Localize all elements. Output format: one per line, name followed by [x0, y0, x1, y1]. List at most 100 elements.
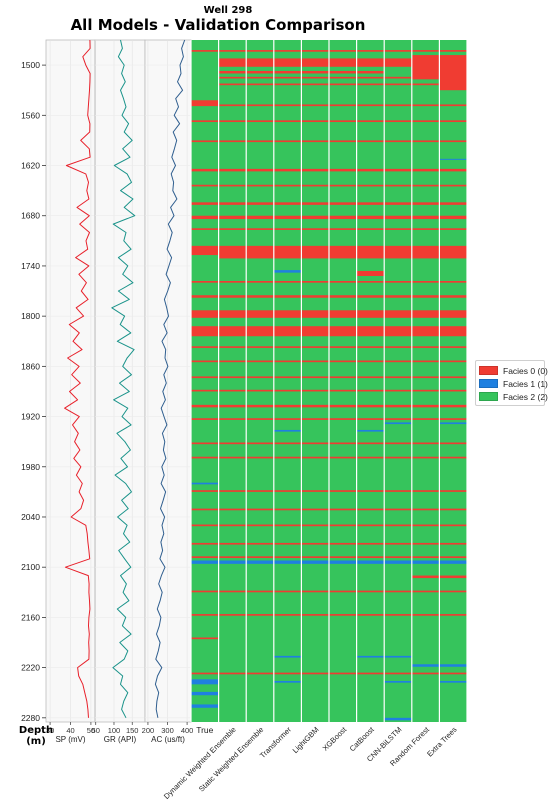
facies-interval — [301, 672, 329, 675]
facies-interval — [384, 215, 412, 220]
depth-tick-label: 1800 — [21, 311, 40, 321]
facies-interval — [301, 376, 329, 379]
facies-interval — [384, 442, 412, 445]
facies-interval — [439, 326, 467, 337]
facies-interval — [356, 120, 385, 123]
facies-interval — [411, 228, 440, 230]
facies-interval — [218, 404, 247, 408]
facies-interval — [191, 590, 219, 593]
facies-interval — [439, 590, 467, 593]
facies-interval — [301, 295, 329, 298]
facies-interval — [273, 655, 302, 658]
facies-interval — [439, 404, 467, 408]
facies-interval — [246, 508, 274, 511]
facies-interval — [246, 560, 274, 564]
facies-interval — [273, 184, 302, 187]
facies-interval — [384, 404, 412, 408]
facies-track-3: Transformer — [258, 40, 302, 760]
facies-interval — [191, 691, 219, 696]
facies-interval — [218, 560, 247, 564]
facies-interval — [218, 202, 247, 205]
facies-interval — [301, 215, 329, 220]
legend-swatch-facies-2 — [479, 392, 498, 401]
facies-interval — [246, 310, 274, 318]
facies-interval — [329, 672, 357, 675]
facies-background — [356, 40, 385, 722]
log-curve-ac — [154, 39, 186, 718]
facies-interval — [218, 542, 247, 545]
facies-interval — [191, 228, 219, 230]
facies-interval — [246, 590, 274, 593]
facies-interval — [384, 310, 412, 318]
facies-interval — [191, 560, 219, 564]
depth-axis-unit-label: (m) — [26, 736, 46, 747]
facies-interval — [384, 672, 412, 675]
facies-interval — [301, 360, 329, 363]
facies-interval — [273, 140, 302, 143]
facies-interval — [301, 104, 329, 107]
facies-interval — [246, 70, 274, 74]
facies-interval — [356, 614, 385, 616]
facies-interval — [411, 360, 440, 363]
facies-interval — [301, 346, 329, 348]
facies-interval — [329, 389, 357, 392]
facies-interval — [384, 508, 412, 511]
facies-interval — [439, 442, 467, 445]
facies-interval — [439, 228, 467, 230]
facies-interval — [329, 404, 357, 408]
facies-interval — [273, 556, 302, 558]
facies-interval — [356, 76, 385, 79]
facies-interval — [384, 560, 412, 564]
log-tick-label: 40 — [66, 726, 74, 735]
facies-interval — [329, 83, 357, 86]
facies-interval — [301, 184, 329, 187]
facies-interval — [411, 140, 440, 143]
facies-interval — [273, 228, 302, 230]
facies-interval — [273, 83, 302, 86]
facies-interval — [273, 360, 302, 363]
facies-interval — [191, 360, 219, 363]
facies-interval — [191, 245, 219, 256]
facies-interval — [273, 295, 302, 298]
facies-interval — [384, 76, 412, 79]
facies-interval — [218, 168, 247, 172]
facies-interval — [439, 215, 467, 220]
facies-interval — [411, 120, 440, 123]
facies-interval — [246, 326, 274, 337]
log-axis-label: SP (mV) — [55, 735, 85, 744]
log-curve-gr — [111, 39, 136, 719]
facies-interval — [218, 184, 247, 187]
facies-interval — [191, 376, 219, 379]
facies-interval — [384, 376, 412, 379]
facies-interval — [411, 281, 440, 283]
facies-interval — [273, 590, 302, 593]
facies-interval — [301, 70, 329, 74]
log-tick-label: 50 — [87, 726, 95, 735]
facies-interval — [301, 556, 329, 558]
depth-axis: 1500 1560 1620 1680 1740 1800 1860 1920 1980 2040… — [21, 60, 46, 723]
facies-interval — [439, 556, 467, 558]
facies-interval — [301, 83, 329, 86]
facies-interval — [273, 542, 302, 545]
log-axis-label: AC (us/ft) — [151, 735, 185, 744]
legend-item-facies-1: Facies 1 (1) — [479, 377, 548, 390]
facies-interval — [246, 295, 274, 298]
depth-tick-label: 1620 — [21, 161, 40, 171]
facies-interval — [356, 655, 385, 658]
facies-interval — [218, 104, 247, 107]
facies-interval — [246, 202, 274, 205]
facies-interval — [329, 228, 357, 230]
facies-interval — [191, 556, 219, 558]
facies-interval — [356, 228, 385, 230]
log-curve-sp — [64, 39, 91, 718]
facies-interval — [439, 202, 467, 205]
facies-interval — [384, 346, 412, 348]
facies-interval — [356, 346, 385, 348]
facies-interval — [439, 508, 467, 511]
legend-item-facies-0: Facies 0 (0) — [479, 364, 548, 377]
facies-interval — [218, 58, 247, 67]
facies-interval — [246, 184, 274, 187]
facies-interval — [439, 418, 467, 420]
